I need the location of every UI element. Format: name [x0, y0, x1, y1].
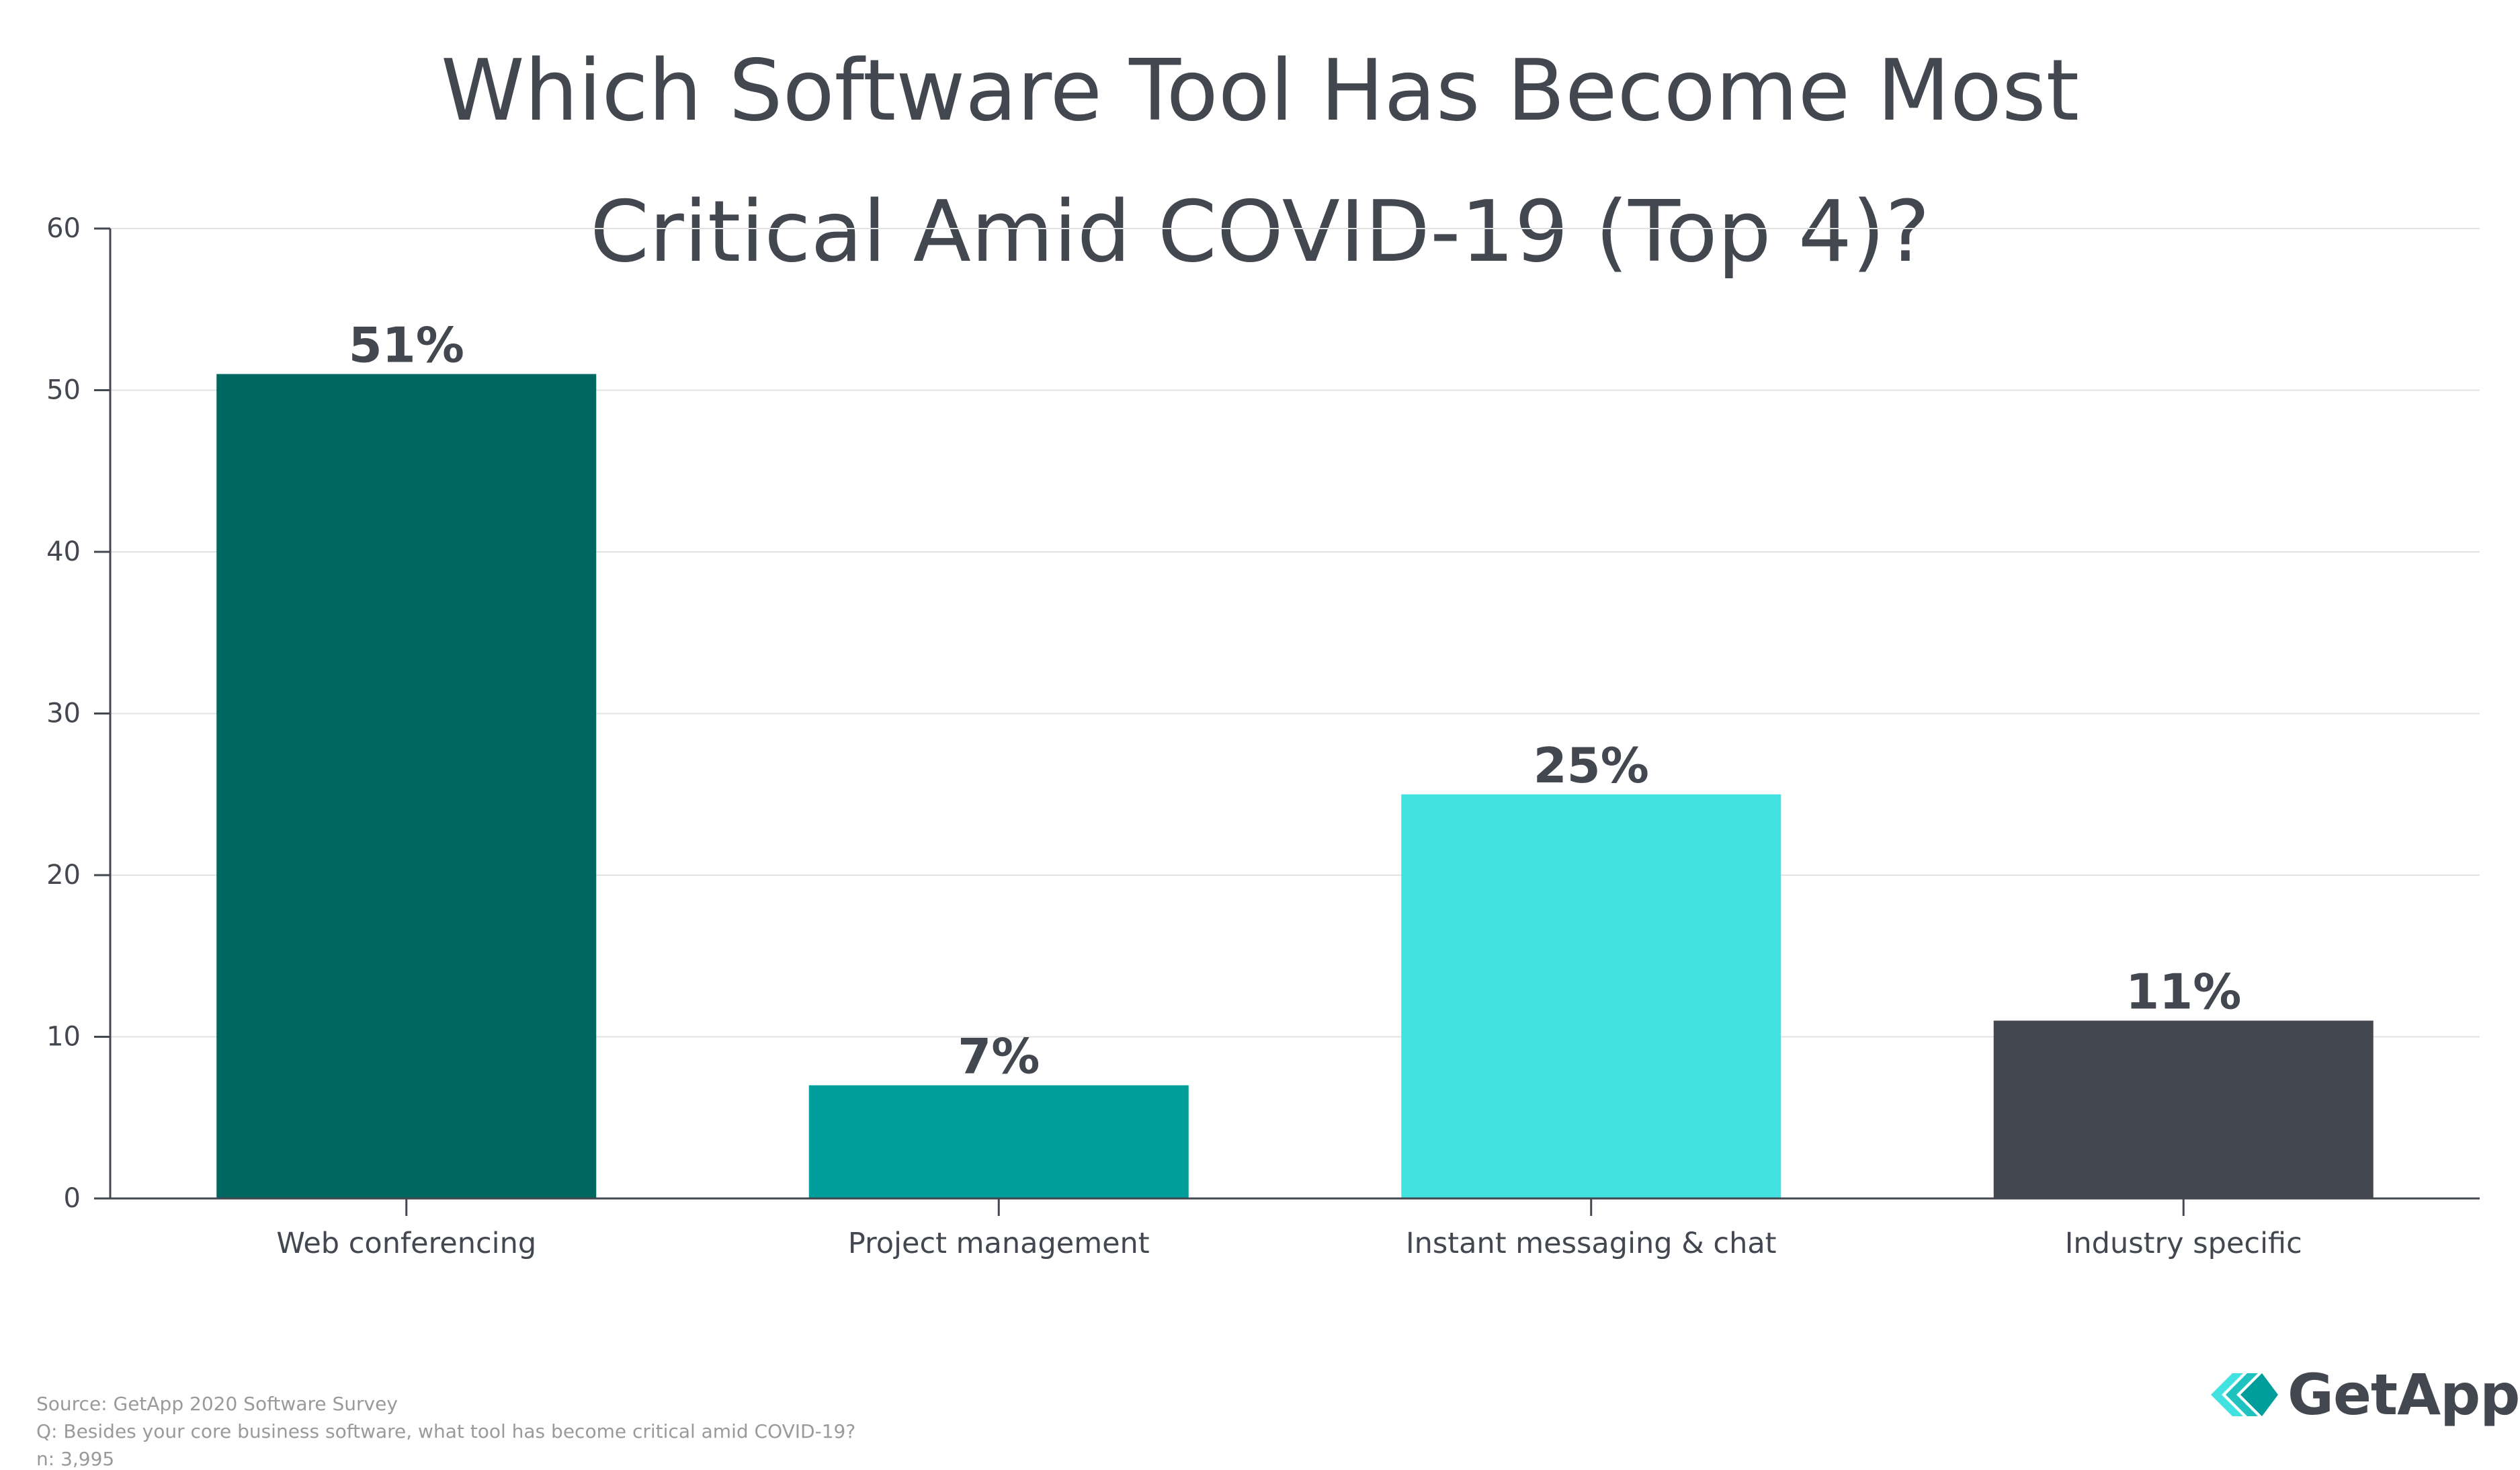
y-tick-label: 50 — [46, 375, 81, 406]
y-tick-label: 40 — [46, 536, 81, 567]
x-tick-label: Instant messaging & chat — [1406, 1227, 1777, 1260]
bar-4 — [1993, 1020, 2374, 1198]
footer-sample-size: n: 3,995 — [36, 1448, 115, 1470]
bar-1 — [216, 374, 597, 1199]
data-label: 51% — [349, 317, 464, 373]
getapp-logo: GetApp — [2211, 1361, 2520, 1428]
y-tick-label: 30 — [46, 698, 81, 729]
footer-source: Source: GetApp 2020 Software Survey — [36, 1393, 398, 1415]
getapp-chevrons-icon — [2211, 1373, 2278, 1416]
chart-title: Which Software Tool Has Become Most Crit… — [0, 20, 2520, 302]
logo-text: GetApp — [2287, 1362, 2520, 1428]
data-label: 7% — [958, 1028, 1040, 1085]
bar-3 — [1401, 794, 1781, 1198]
footer-question: Q: Besides your core business software, … — [36, 1420, 856, 1442]
y-tick-label: 10 — [46, 1022, 81, 1053]
chart-title-line-1: Which Software Tool Has Become Most — [440, 41, 2080, 140]
data-label: 25% — [1534, 737, 1649, 794]
x-tick-label: Industry specific — [2065, 1227, 2302, 1260]
chart-title-line-2: Critical Amid COVID-19 (Top 4)? — [590, 182, 1930, 281]
bar-2 — [808, 1085, 1189, 1198]
data-label: 11% — [2126, 963, 2241, 1020]
x-tick-label: Web conferencing — [276, 1227, 536, 1260]
x-tick-label: Project management — [848, 1227, 1150, 1260]
y-tick-label: 60 — [46, 213, 81, 244]
y-tick-label: 20 — [46, 860, 81, 891]
y-tick-label: 0 — [64, 1183, 81, 1214]
chart-footer: Source: GetApp 2020 Software Survey Q: B… — [36, 1390, 855, 1470]
